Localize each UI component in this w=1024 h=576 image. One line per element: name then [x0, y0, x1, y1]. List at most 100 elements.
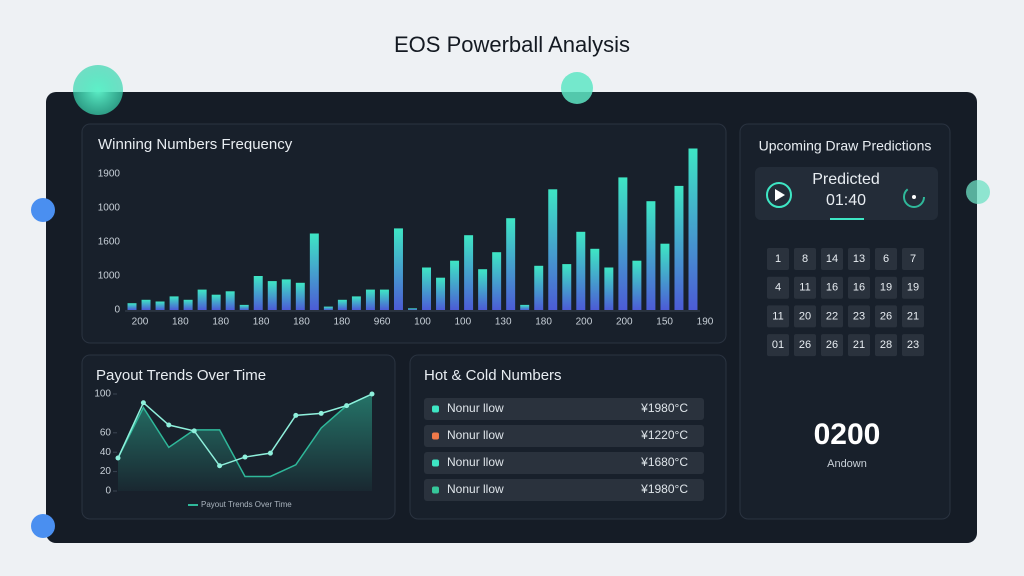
x-tick-label: 200	[132, 317, 149, 328]
number: 11	[772, 310, 783, 322]
y-tick-label: 1000	[98, 271, 121, 282]
number: 8	[802, 253, 808, 265]
bar	[323, 306, 333, 310]
number: 4	[775, 282, 781, 294]
number-cell	[794, 305, 816, 328]
y-tick-label: 20	[100, 466, 112, 477]
bar	[351, 296, 361, 310]
row-label: Nonur llow	[447, 482, 504, 496]
x-tick-label: 100	[455, 317, 472, 328]
decor-circle	[73, 65, 123, 115]
bar	[155, 301, 165, 310]
number: 19	[907, 282, 919, 294]
number: 20	[799, 310, 811, 322]
line	[117, 393, 373, 478]
bar	[197, 289, 207, 310]
x-tick-label: 180	[535, 317, 552, 328]
number-cell	[875, 334, 897, 357]
number: 22	[826, 310, 838, 322]
prediction-timer: 01:40	[826, 192, 866, 209]
row-dot	[432, 432, 439, 440]
number-cell	[767, 276, 789, 299]
x-tick-label: 180	[333, 317, 350, 328]
bar	[422, 267, 432, 310]
bar	[295, 282, 305, 310]
progress-ring	[903, 186, 925, 208]
y-tick-label: 100	[94, 389, 111, 400]
card-title: Winning Numbers Frequency	[98, 136, 293, 153]
page-title: EOS Powerball Analysis	[394, 32, 630, 57]
x-tick-label: 150	[656, 317, 673, 328]
bar	[548, 189, 558, 310]
bar	[408, 308, 417, 310]
x-tick-label: 180	[253, 317, 270, 328]
bar	[239, 304, 249, 310]
bar	[674, 185, 684, 310]
x-tick-label: 180	[212, 317, 229, 328]
area	[118, 394, 372, 491]
x-tick-label: 100	[414, 317, 431, 328]
y-tick-label: 1600	[98, 237, 121, 248]
number: 11	[799, 282, 810, 294]
point	[344, 403, 350, 409]
number: 26	[826, 339, 838, 351]
bar	[506, 218, 516, 310]
number-cell	[902, 276, 924, 299]
bar	[632, 260, 642, 310]
bar	[281, 279, 291, 310]
number: 16	[853, 282, 865, 294]
row-value: ¥1980°C	[640, 401, 688, 415]
row-dot	[432, 459, 439, 467]
number-cell	[821, 334, 843, 357]
prediction-box	[755, 167, 938, 220]
number-cell	[848, 334, 870, 357]
row-dot	[432, 405, 439, 413]
bar	[520, 304, 530, 310]
frequency-card	[81, 123, 727, 344]
row-label: Nonur llow	[447, 401, 504, 415]
bar	[141, 299, 151, 310]
row-bg	[424, 398, 704, 420]
play-button[interactable]	[766, 182, 792, 208]
bar	[646, 201, 656, 310]
point	[140, 400, 146, 406]
number: 21	[907, 310, 919, 322]
number-cell	[875, 276, 897, 299]
number-cell	[794, 248, 816, 270]
y-tick-label: 60	[100, 427, 112, 438]
row-bg	[424, 425, 704, 447]
countdown-label: Andown	[827, 458, 867, 470]
legend-label: Payout Trends Over Time	[201, 500, 292, 509]
number: 6	[883, 253, 889, 265]
row-bg	[424, 452, 704, 474]
bar	[450, 260, 460, 310]
card-title: Payout Trends Over Time	[96, 367, 266, 384]
number: 28	[880, 339, 892, 351]
number: 7	[910, 253, 916, 265]
number: 1	[775, 253, 781, 265]
point	[293, 412, 299, 418]
x-tick-label: 190	[697, 317, 714, 328]
number-cell	[821, 305, 843, 328]
countdown: 0200	[814, 418, 881, 451]
bar	[562, 264, 572, 310]
number: 23	[907, 339, 919, 351]
y-tick-label: 1900	[98, 169, 121, 180]
number-cell	[902, 305, 924, 328]
number: 19	[880, 282, 892, 294]
bar	[618, 177, 628, 310]
y-tick-label: 1000	[98, 203, 121, 214]
number: 16	[826, 282, 838, 294]
number-cell	[848, 276, 870, 299]
number-cell	[902, 334, 924, 357]
bar	[267, 281, 277, 310]
bar	[660, 243, 670, 310]
x-tick-label: 200	[576, 317, 593, 328]
number-cell	[794, 334, 816, 357]
bar	[169, 296, 179, 310]
number: 13	[853, 253, 865, 265]
number: 01	[772, 339, 784, 351]
x-tick-label: 180	[172, 317, 189, 328]
